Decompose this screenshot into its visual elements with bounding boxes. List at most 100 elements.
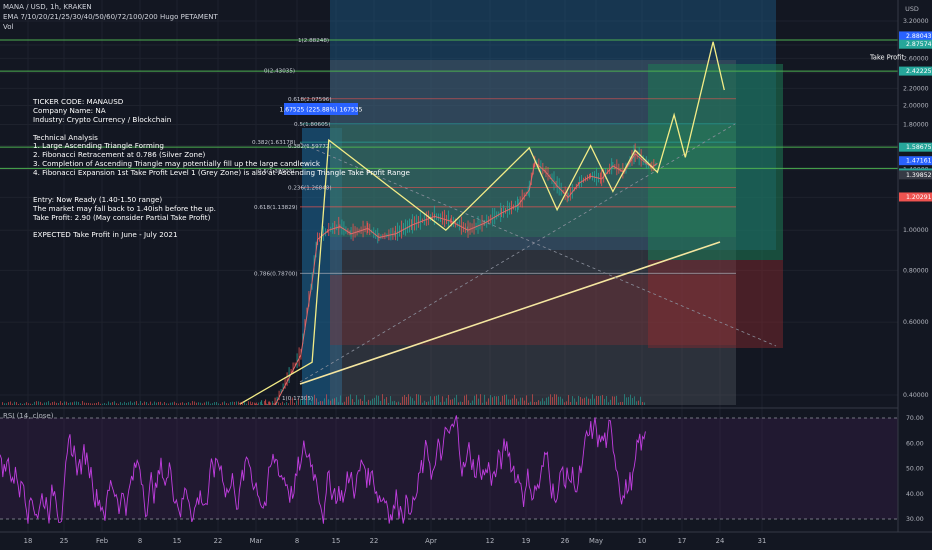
volume-bar bbox=[178, 403, 179, 405]
time-axis[interactable]: 18 25 Feb 8 15 22 Mar 8 15 22 Apr 12 19 26 May 10 17 24 31 bbox=[0, 531, 932, 550]
dashed-ascending-line bbox=[299, 123, 736, 383]
volume-bar bbox=[72, 402, 73, 405]
volume-bar bbox=[232, 401, 233, 405]
volume-bar bbox=[482, 402, 483, 405]
volume-bar bbox=[226, 403, 227, 405]
volume-bar bbox=[522, 397, 523, 405]
note-line: EXPECTED Take Profit in June - July 2021 bbox=[33, 230, 178, 240]
volume-bar bbox=[270, 402, 271, 405]
volume-bar bbox=[602, 395, 603, 405]
price-marker bbox=[899, 66, 932, 76]
volume-bar bbox=[116, 403, 117, 405]
volume-bar bbox=[550, 394, 551, 405]
volume-bar bbox=[138, 403, 139, 405]
volume-bar bbox=[162, 403, 163, 405]
note-line: Entry: Now Ready (1.40-1.50 range) bbox=[33, 194, 163, 204]
volume-bar bbox=[2, 402, 3, 405]
volume-bar bbox=[546, 397, 547, 405]
volume-bar bbox=[434, 396, 435, 405]
rsi-title[interactable]: RSI (14, close) bbox=[3, 412, 54, 420]
volume-bar bbox=[150, 401, 151, 405]
volume-bar bbox=[576, 401, 577, 405]
volume-bar bbox=[28, 403, 29, 405]
volume-bar bbox=[210, 403, 211, 405]
volume-bar bbox=[368, 399, 369, 405]
volume-bar bbox=[480, 394, 481, 405]
price-marker bbox=[899, 170, 932, 180]
volume-bar bbox=[416, 394, 417, 405]
volume-bar bbox=[378, 395, 379, 405]
volume-bar bbox=[110, 402, 111, 405]
rsi-tick-label: 50.00 bbox=[906, 466, 924, 473]
volume-bar bbox=[408, 394, 409, 405]
volume-bar bbox=[464, 395, 465, 405]
volume-bar bbox=[304, 398, 305, 405]
stop-zone bbox=[648, 260, 783, 348]
volume-bar bbox=[96, 402, 97, 405]
volume-bar bbox=[272, 401, 273, 405]
price-tick-label: 2.20000 bbox=[903, 85, 929, 92]
volume-bar bbox=[350, 394, 351, 405]
time-tick-label: 25 bbox=[60, 537, 69, 545]
volume-bar bbox=[382, 394, 383, 405]
rsi-pane bbox=[0, 415, 898, 524]
volume-bar bbox=[60, 401, 61, 405]
symbol-line[interactable]: MANA / USD, 1h, KRAKEN bbox=[3, 3, 92, 11]
volume-bar bbox=[198, 402, 199, 405]
volume-bar bbox=[208, 401, 209, 405]
volume-bar bbox=[412, 398, 413, 405]
volume-bar bbox=[340, 395, 341, 405]
volume-bar bbox=[458, 402, 459, 405]
price-tick-label: 0.40000 bbox=[903, 392, 929, 399]
volume-bar bbox=[258, 402, 259, 405]
volume-bar bbox=[56, 402, 57, 405]
volume-bar bbox=[160, 401, 161, 405]
volume-bar bbox=[628, 397, 629, 405]
volume-bar bbox=[484, 394, 485, 405]
volume-bar bbox=[140, 401, 141, 405]
volume-bar bbox=[294, 402, 295, 405]
dashed-descending-line bbox=[299, 142, 777, 347]
volume-bar bbox=[548, 396, 549, 405]
volume-bar bbox=[634, 396, 635, 405]
volume-bar bbox=[298, 399, 299, 405]
time-tick-label: 31 bbox=[758, 537, 767, 545]
volume-bar bbox=[80, 403, 81, 405]
rsi-tick-label: 60.00 bbox=[906, 440, 924, 447]
volume-bar bbox=[170, 402, 171, 405]
volume-bar bbox=[544, 401, 545, 405]
volume-bar bbox=[322, 401, 323, 405]
volume-bar bbox=[102, 403, 103, 405]
volume-bar bbox=[632, 398, 633, 405]
fib-label: 0.618(2.07596) bbox=[288, 97, 332, 103]
note-line bbox=[33, 178, 410, 187]
rsi-tick-label: 40.00 bbox=[906, 491, 924, 498]
volume-bar bbox=[348, 396, 349, 405]
volume-bar bbox=[534, 402, 535, 405]
volume-bar bbox=[192, 401, 193, 405]
volume-bar bbox=[476, 394, 477, 405]
time-tick-label: 15 bbox=[173, 537, 182, 545]
note-line: The market may fall back to 1.40ish befo… bbox=[33, 203, 216, 213]
volume-bar bbox=[312, 396, 313, 405]
volume-bar bbox=[366, 401, 367, 405]
volume-bar bbox=[148, 403, 149, 405]
measure-column bbox=[302, 128, 342, 405]
volume-bar bbox=[532, 394, 533, 405]
volume-bar bbox=[22, 403, 23, 405]
volume-bar bbox=[280, 403, 281, 405]
price-marker-label: 2.88043 bbox=[906, 33, 932, 40]
volume-bar bbox=[582, 398, 583, 405]
volume-bar bbox=[136, 401, 137, 405]
volume-bar bbox=[498, 396, 499, 405]
price-axis[interactable]: USD 3.200002.800002.600002.400002.200002… bbox=[897, 0, 932, 532]
volume-bar bbox=[300, 398, 301, 405]
volume-bar bbox=[640, 396, 641, 405]
volume-bar bbox=[230, 402, 231, 405]
volume-bar bbox=[424, 400, 425, 405]
price-tick-label: 1.00000 bbox=[903, 227, 929, 234]
vol-label[interactable]: Vol bbox=[3, 23, 14, 31]
ema-line[interactable]: EMA 7/10/20/21/25/30/40/50/60/72/100/200… bbox=[3, 13, 218, 21]
volume-bar bbox=[524, 400, 525, 405]
